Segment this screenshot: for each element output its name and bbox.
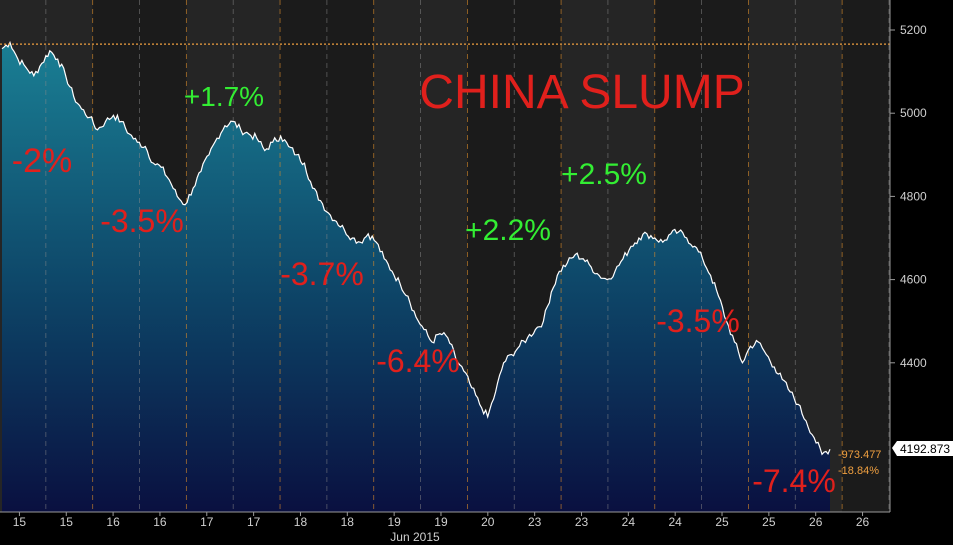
y-tick-label: 4600 <box>900 273 927 287</box>
y-tick-label: 4800 <box>900 189 927 203</box>
x-tick-label: 24 <box>622 515 636 529</box>
index-line <box>1 40 831 456</box>
x-tick-label: 19 <box>434 515 448 529</box>
day-band <box>842 0 890 512</box>
x-tick-label: 15 <box>13 515 27 529</box>
x-axis-month-label: Jun 2015 <box>390 530 440 544</box>
x-axis-panel <box>0 512 953 545</box>
x-tick-label: 26 <box>856 515 870 529</box>
change-value-text: -973.477 <box>838 449 881 461</box>
y-tick-label: 5200 <box>900 23 927 37</box>
y-tick-label: 5000 <box>900 106 927 120</box>
x-tick-label: 19 <box>387 515 401 529</box>
y-tick-label: 4400 <box>900 356 927 370</box>
last-value-label: 4192.873 <box>892 441 953 456</box>
x-tick-label: 17 <box>247 515 261 529</box>
x-tick-label: 16 <box>106 515 120 529</box>
annotations: -2% +1.7% -3.5% -3.7% -6.4% +2.2% +2.5% -3.5% -7… <box>12 81 836 499</box>
change-pct-text: -18.84% <box>838 465 879 477</box>
chart-title: CHINA SLUMP <box>419 66 744 119</box>
x-tick-label: 25 <box>762 515 776 529</box>
change-annotation: +2.5% <box>561 158 647 191</box>
x-tick-label: 15 <box>60 515 74 529</box>
change-annotation: -2% <box>12 142 72 180</box>
x-tick-label: 26 <box>809 515 823 529</box>
x-tick-label: 18 <box>341 515 355 529</box>
change-annotation: +1.7% <box>184 81 264 112</box>
x-tick-label: 24 <box>669 515 683 529</box>
x-tick-label: 25 <box>715 515 729 529</box>
x-tick-label: 20 <box>481 515 495 529</box>
index-area <box>2 42 830 512</box>
change-annotation: -6.4% <box>376 343 460 379</box>
change-annotation: +2.2% <box>465 214 551 247</box>
day-separators <box>45 0 890 512</box>
y-axis-ticks: 4400 4600 4800 5000 5200 <box>890 23 927 370</box>
last-value-text: 4192.873 <box>900 442 950 456</box>
change-annotation: -3.7% <box>280 256 364 292</box>
change-annotation: -3.5% <box>100 203 184 239</box>
x-tick-label: 16 <box>153 515 167 529</box>
change-annotation: -7.4% <box>752 463 836 499</box>
y-axis-panel <box>890 0 953 512</box>
x-tick-label: 23 <box>528 515 542 529</box>
x-tick-label: 23 <box>575 515 589 529</box>
x-tick-label: 18 <box>294 515 308 529</box>
x-axis-ticks: 15 15 16 16 17 17 18 18 19 19 20 23 23 24 24 25 25 26 26 <box>13 512 870 529</box>
change-annotation: -3.5% <box>656 303 740 339</box>
x-tick-label: 17 <box>200 515 214 529</box>
